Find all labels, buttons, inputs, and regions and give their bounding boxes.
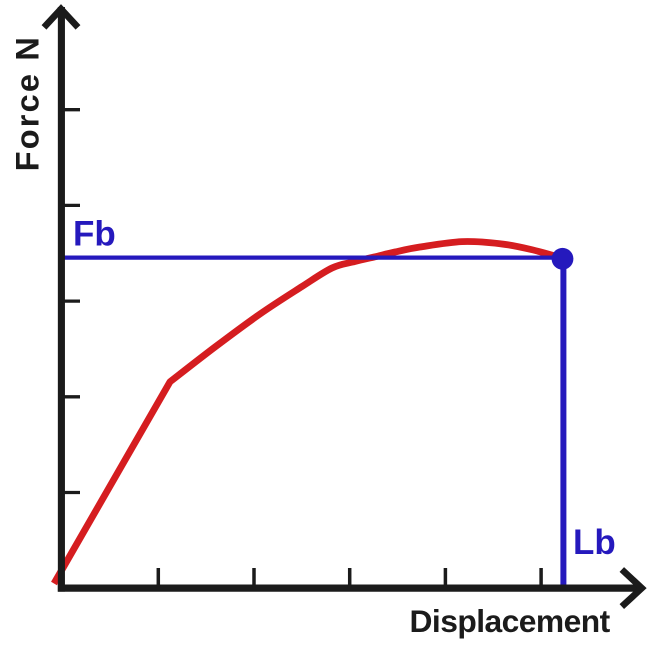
- svg-text:Lb: Lb: [573, 523, 616, 562]
- svg-text:Fb: Fb: [73, 215, 116, 254]
- svg-text:Force N: Force N: [10, 35, 46, 171]
- svg-text:Displacement: Displacement: [410, 603, 611, 639]
